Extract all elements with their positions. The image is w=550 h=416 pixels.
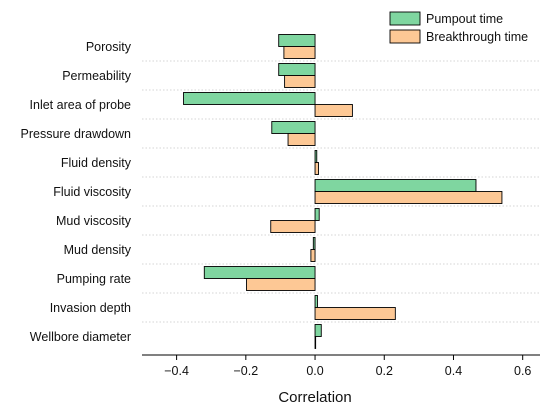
bar-breakthrough-time bbox=[270, 220, 316, 233]
category-label: Permeability bbox=[62, 69, 132, 83]
x-tick-label: 0.0 bbox=[306, 364, 323, 378]
category-label: Wellbore diameter bbox=[30, 330, 131, 344]
bar-pumpout-time bbox=[203, 266, 316, 279]
category-label: Pressure drawdown bbox=[21, 127, 132, 141]
category-label: Porosity bbox=[86, 40, 132, 54]
legend-label-pumpout-time: Pumpout time bbox=[426, 12, 503, 26]
category-label: Invasion depth bbox=[50, 301, 131, 315]
bar-breakthrough-time bbox=[246, 278, 316, 291]
bar-pumpout-time bbox=[312, 237, 316, 250]
x-axis-title: Correlation bbox=[278, 389, 351, 406]
bar-breakthrough-time bbox=[314, 104, 353, 117]
category-label: Fluid viscosity bbox=[53, 185, 132, 199]
bar-pumpout-time bbox=[278, 63, 316, 76]
bar-layer bbox=[183, 34, 503, 349]
bar-breakthrough-time bbox=[283, 46, 316, 59]
x-tick-label: 0.4 bbox=[445, 364, 462, 378]
bar-breakthrough-time bbox=[310, 249, 316, 262]
category-label: Mud density bbox=[64, 243, 132, 257]
legend-swatch-pumpout-time bbox=[389, 11, 421, 26]
bar-breakthrough-time bbox=[314, 307, 396, 320]
category-label: Mud viscosity bbox=[56, 214, 132, 228]
category-label: Fluid density bbox=[61, 156, 132, 170]
category-labels: Porosity Permeability Inlet area of probe P… bbox=[21, 40, 132, 344]
bar-breakthrough-time bbox=[314, 162, 319, 175]
bar-pumpout-time bbox=[314, 150, 318, 163]
category-label: Pumping rate bbox=[57, 272, 131, 286]
bar-pumpout-time bbox=[314, 295, 318, 308]
x-tick-label: 0.2 bbox=[376, 364, 393, 378]
bar-pumpout-time bbox=[183, 92, 316, 105]
x-tick-label: −0.4 bbox=[164, 364, 189, 378]
bar-pumpout-time bbox=[314, 179, 477, 192]
x-tick-label: −0.2 bbox=[233, 364, 258, 378]
bar-breakthrough-time bbox=[314, 336, 317, 349]
x-tick-label: 0.6 bbox=[514, 364, 531, 378]
bar-pumpout-time bbox=[271, 121, 316, 134]
bar-breakthrough-time bbox=[287, 133, 316, 146]
bar-breakthrough-time bbox=[284, 75, 316, 88]
bar-pumpout-time bbox=[278, 34, 316, 47]
legend: Pumpout time Breakthrough time bbox=[389, 11, 528, 44]
category-label: Inlet area of probe bbox=[30, 98, 132, 112]
bar-pumpout-time bbox=[314, 208, 320, 221]
bar-breakthrough-time bbox=[314, 191, 503, 204]
bar-pumpout-time bbox=[314, 324, 322, 337]
legend-label-breakthrough-time: Breakthrough time bbox=[426, 30, 528, 44]
legend-swatch-breakthrough-time bbox=[389, 29, 421, 44]
x-axis: −0.4 −0.2 0.0 0.2 0.4 0.6 Correlation bbox=[142, 354, 540, 406]
